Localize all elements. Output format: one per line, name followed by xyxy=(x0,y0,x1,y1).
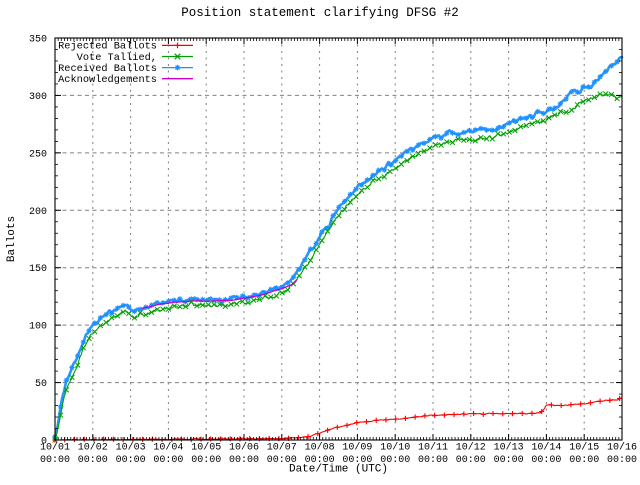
svg-text:150: 150 xyxy=(29,264,47,275)
svg-text:Date/Time (UTC): Date/Time (UTC) xyxy=(289,463,388,475)
svg-text:300: 300 xyxy=(29,92,47,103)
svg-text:10/04: 10/04 xyxy=(153,441,183,453)
svg-text:100: 100 xyxy=(29,322,47,333)
svg-text:00:00: 00:00 xyxy=(116,455,146,466)
svg-text:10/06: 10/06 xyxy=(229,441,259,453)
svg-text:Acknowledgements: Acknowledgements xyxy=(58,74,157,86)
svg-text:10/08: 10/08 xyxy=(305,441,335,453)
svg-text:250: 250 xyxy=(29,149,47,160)
svg-text:0: 0 xyxy=(41,437,47,448)
svg-text:10/10: 10/10 xyxy=(380,441,410,453)
svg-text:50: 50 xyxy=(35,379,47,390)
svg-text:00:00: 00:00 xyxy=(607,455,637,466)
svg-text:Ballots: Ballots xyxy=(6,216,18,262)
svg-text:350: 350 xyxy=(29,35,47,46)
svg-text:10/09: 10/09 xyxy=(342,441,372,453)
svg-text:00:00: 00:00 xyxy=(229,455,259,466)
svg-text:10/05: 10/05 xyxy=(191,441,221,453)
svg-text:10/12: 10/12 xyxy=(456,441,486,453)
svg-text:00:00: 00:00 xyxy=(191,455,221,466)
svg-text:Position statement clarifying: Position statement clarifying DFSG #2 xyxy=(181,6,459,20)
svg-text:00:00: 00:00 xyxy=(494,455,524,466)
svg-text:10/11: 10/11 xyxy=(418,441,448,453)
svg-text:00:00: 00:00 xyxy=(78,455,108,466)
svg-text:10/13: 10/13 xyxy=(494,441,524,453)
svg-text:200: 200 xyxy=(29,207,47,218)
svg-text:10/16: 10/16 xyxy=(607,441,637,453)
svg-text:10/14: 10/14 xyxy=(531,441,561,453)
svg-text:00:00: 00:00 xyxy=(531,455,561,466)
svg-text:00:00: 00:00 xyxy=(40,455,70,466)
svg-text:10/15: 10/15 xyxy=(569,441,599,453)
svg-text:10/02: 10/02 xyxy=(78,441,108,453)
svg-text:00:00: 00:00 xyxy=(456,455,486,466)
svg-text:00:00: 00:00 xyxy=(418,455,448,466)
svg-text:10/03: 10/03 xyxy=(116,441,146,453)
svg-text:10/07: 10/07 xyxy=(267,441,297,453)
svg-text:00:00: 00:00 xyxy=(153,455,183,466)
svg-text:00:00: 00:00 xyxy=(569,455,599,466)
